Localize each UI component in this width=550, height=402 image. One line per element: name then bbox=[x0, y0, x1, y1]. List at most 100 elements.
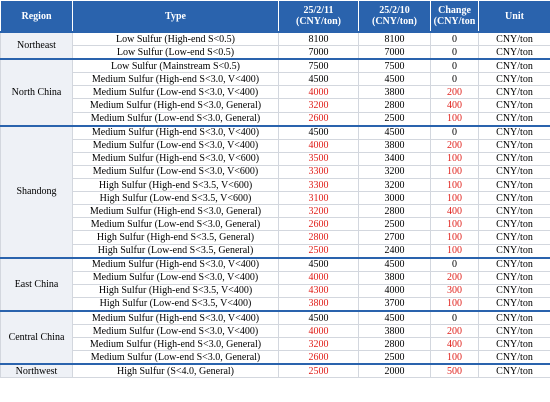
price-cell: 2600 bbox=[278, 350, 359, 365]
table-row: High Sulfur (High-end S<3.5, General) 280… bbox=[1, 230, 550, 245]
unit-cell: CNY/ton bbox=[478, 337, 550, 352]
type-cell: High Sulfur (Low-end S<3.5, V<400) bbox=[72, 296, 279, 312]
table-row: East China Medium Sulfur (High-end S<3.0,… bbox=[0, 256, 550, 312]
type-cell: Medium Sulfur (Low-end S<3.0, V<400) bbox=[72, 85, 279, 100]
type-cell: Medium Sulfur (Low-end S<3.0, V<400) bbox=[72, 324, 279, 339]
price-cell: 3300 bbox=[278, 164, 359, 180]
type-cell: Low Sulfur (Mainstream S<0.5) bbox=[72, 58, 279, 74]
unit-cell: CNY/ton bbox=[478, 45, 550, 60]
table-row: Medium Sulfur (Low-end S<3.0, V<600) 3300… bbox=[1, 164, 550, 180]
price-cell: 3200 bbox=[278, 98, 359, 113]
change-cell: 300 bbox=[430, 283, 479, 298]
table-row: High Sulfur (High-end S<3.5, V<400) 4300 4… bbox=[1, 283, 550, 298]
price-cell: 8100 bbox=[358, 31, 431, 47]
unit-cell: CNY/ton bbox=[478, 98, 550, 113]
table-body: Northeast Low Sulfur (High-end S<0.5) 8100… bbox=[0, 30, 550, 379]
unit-cell: CNY/ton bbox=[478, 178, 550, 193]
change-cell: 200 bbox=[430, 324, 479, 339]
price-cell: 2500 bbox=[278, 363, 359, 379]
type-cell: Medium Sulfur (High-end S<3.0, V<600) bbox=[72, 151, 279, 166]
unit-cell: CNY/ton bbox=[478, 164, 550, 180]
unit-cell: CNY/ton bbox=[478, 363, 550, 379]
type-cell: High Sulfur (High-end S<3.5, V<400) bbox=[72, 283, 279, 298]
unit-cell: CNY/ton bbox=[478, 283, 550, 298]
header-cell: Region bbox=[0, 0, 73, 33]
unit-cell: CNY/ton bbox=[478, 217, 550, 232]
table-row: Medium Sulfur (High-end S<3.0, General) 3… bbox=[1, 337, 550, 352]
price-cell: 3800 bbox=[358, 85, 431, 100]
price-cell: 4500 bbox=[358, 309, 431, 326]
header-cell: 25/2/10 (CNY/ton) bbox=[358, 0, 431, 33]
type-cell: Medium Sulfur (High-end S<3.0, V<400) bbox=[72, 309, 279, 326]
price-cell: 4500 bbox=[278, 124, 359, 140]
unit-cell: CNY/ton bbox=[478, 204, 550, 219]
table-row: Medium Sulfur (Low-end S<3.0, General) 26… bbox=[1, 217, 550, 232]
price-cell: 3500 bbox=[278, 151, 359, 166]
type-cell: Medium Sulfur (High-end S<3.0, General) bbox=[72, 337, 279, 352]
price-cell: 7500 bbox=[278, 58, 359, 74]
unit-cell: CNY/ton bbox=[478, 151, 550, 166]
change-cell: 400 bbox=[430, 337, 479, 352]
price-cell: 3200 bbox=[358, 164, 431, 180]
price-table: Region Type 25/2/11 (CNY/ton) 25/2/10 (CNY/… bbox=[0, 0, 550, 379]
type-cell: High Sulfur (High-end S<3.5, V<600) bbox=[72, 178, 279, 193]
header-cell: Type bbox=[72, 0, 279, 33]
change-cell: 100 bbox=[430, 243, 479, 259]
table-row: Medium Sulfur (Low-end S<3.0, V<400) 4000… bbox=[1, 85, 550, 100]
price-cell: 2500 bbox=[358, 111, 431, 127]
region-cell: East China bbox=[0, 256, 73, 312]
unit-cell: CNY/ton bbox=[478, 58, 550, 74]
price-cell: 7000 bbox=[278, 45, 359, 60]
table-row: Central China Medium Sulfur (High-end S<3… bbox=[0, 309, 550, 365]
change-cell: 0 bbox=[430, 45, 479, 60]
price-cell: 4500 bbox=[278, 256, 359, 272]
price-cell: 7000 bbox=[358, 45, 431, 60]
table-row: High Sulfur (Low-end S<3.5, V<400) 3800 37… bbox=[1, 296, 550, 312]
change-cell: 100 bbox=[430, 178, 479, 193]
price-cell: 3800 bbox=[358, 270, 431, 285]
price-cell: 3200 bbox=[358, 178, 431, 193]
unit-cell: CNY/ton bbox=[478, 191, 550, 206]
change-cell: 400 bbox=[430, 204, 479, 219]
table-row: Medium Sulfur (Low-end S<3.0, General) 26… bbox=[1, 350, 550, 365]
change-cell: 100 bbox=[430, 191, 479, 206]
price-cell: 3800 bbox=[358, 324, 431, 339]
type-cell: Medium Sulfur (High-end S<3.0, General) bbox=[72, 204, 279, 219]
change-cell: 0 bbox=[430, 31, 479, 47]
price-cell: 2800 bbox=[278, 230, 359, 245]
table-row: Medium Sulfur (Low-end S<3.0, V<400) 4000… bbox=[1, 138, 550, 153]
unit-cell: CNY/ton bbox=[478, 350, 550, 365]
price-cell: 4300 bbox=[278, 283, 359, 298]
header-cell: Change (CNY/ton bbox=[430, 0, 479, 33]
price-cell: 4000 bbox=[278, 270, 359, 285]
price-cell: 3200 bbox=[278, 204, 359, 219]
unit-cell: CNY/ton bbox=[478, 243, 550, 259]
price-cell: 2000 bbox=[358, 363, 431, 379]
table-row: Low Sulfur (Low-end S<0.5) 7000 7000 0 CNY/t… bbox=[1, 45, 550, 60]
region-cell: North China bbox=[0, 58, 73, 127]
price-cell: 3000 bbox=[358, 191, 431, 206]
price-cell: 4000 bbox=[278, 138, 359, 153]
header-cell: Unit bbox=[478, 0, 550, 33]
region-cell: Shandong bbox=[0, 124, 73, 259]
type-cell: Medium Sulfur (High-end S<3.0, V<400) bbox=[72, 256, 279, 272]
unit-cell: CNY/ton bbox=[478, 138, 550, 153]
unit-cell: CNY/ton bbox=[478, 256, 550, 272]
change-cell: 100 bbox=[430, 217, 479, 232]
change-cell: 0 bbox=[430, 256, 479, 272]
type-cell: High Sulfur (High-end S<3.5, General) bbox=[72, 230, 279, 245]
region-cell: Northwest bbox=[0, 363, 73, 379]
price-cell: 4500 bbox=[278, 72, 359, 87]
change-cell: 0 bbox=[430, 58, 479, 74]
unit-cell: CNY/ton bbox=[478, 124, 550, 140]
table-row: Medium Sulfur (High-end S<3.0, V<600) 350… bbox=[1, 151, 550, 166]
header-cell: 25/2/11 (CNY/ton) bbox=[278, 0, 359, 33]
table-header: Region Type 25/2/11 (CNY/ton) 25/2/10 (CNY/… bbox=[0, 0, 550, 33]
type-cell: Medium Sulfur (Low-end S<3.0, General) bbox=[72, 350, 279, 365]
price-cell: 2600 bbox=[278, 111, 359, 127]
unit-cell: CNY/ton bbox=[478, 72, 550, 87]
change-cell: 500 bbox=[430, 363, 479, 379]
price-cell: 2400 bbox=[358, 243, 431, 259]
change-cell: 100 bbox=[430, 350, 479, 365]
price-cell: 7500 bbox=[358, 58, 431, 74]
